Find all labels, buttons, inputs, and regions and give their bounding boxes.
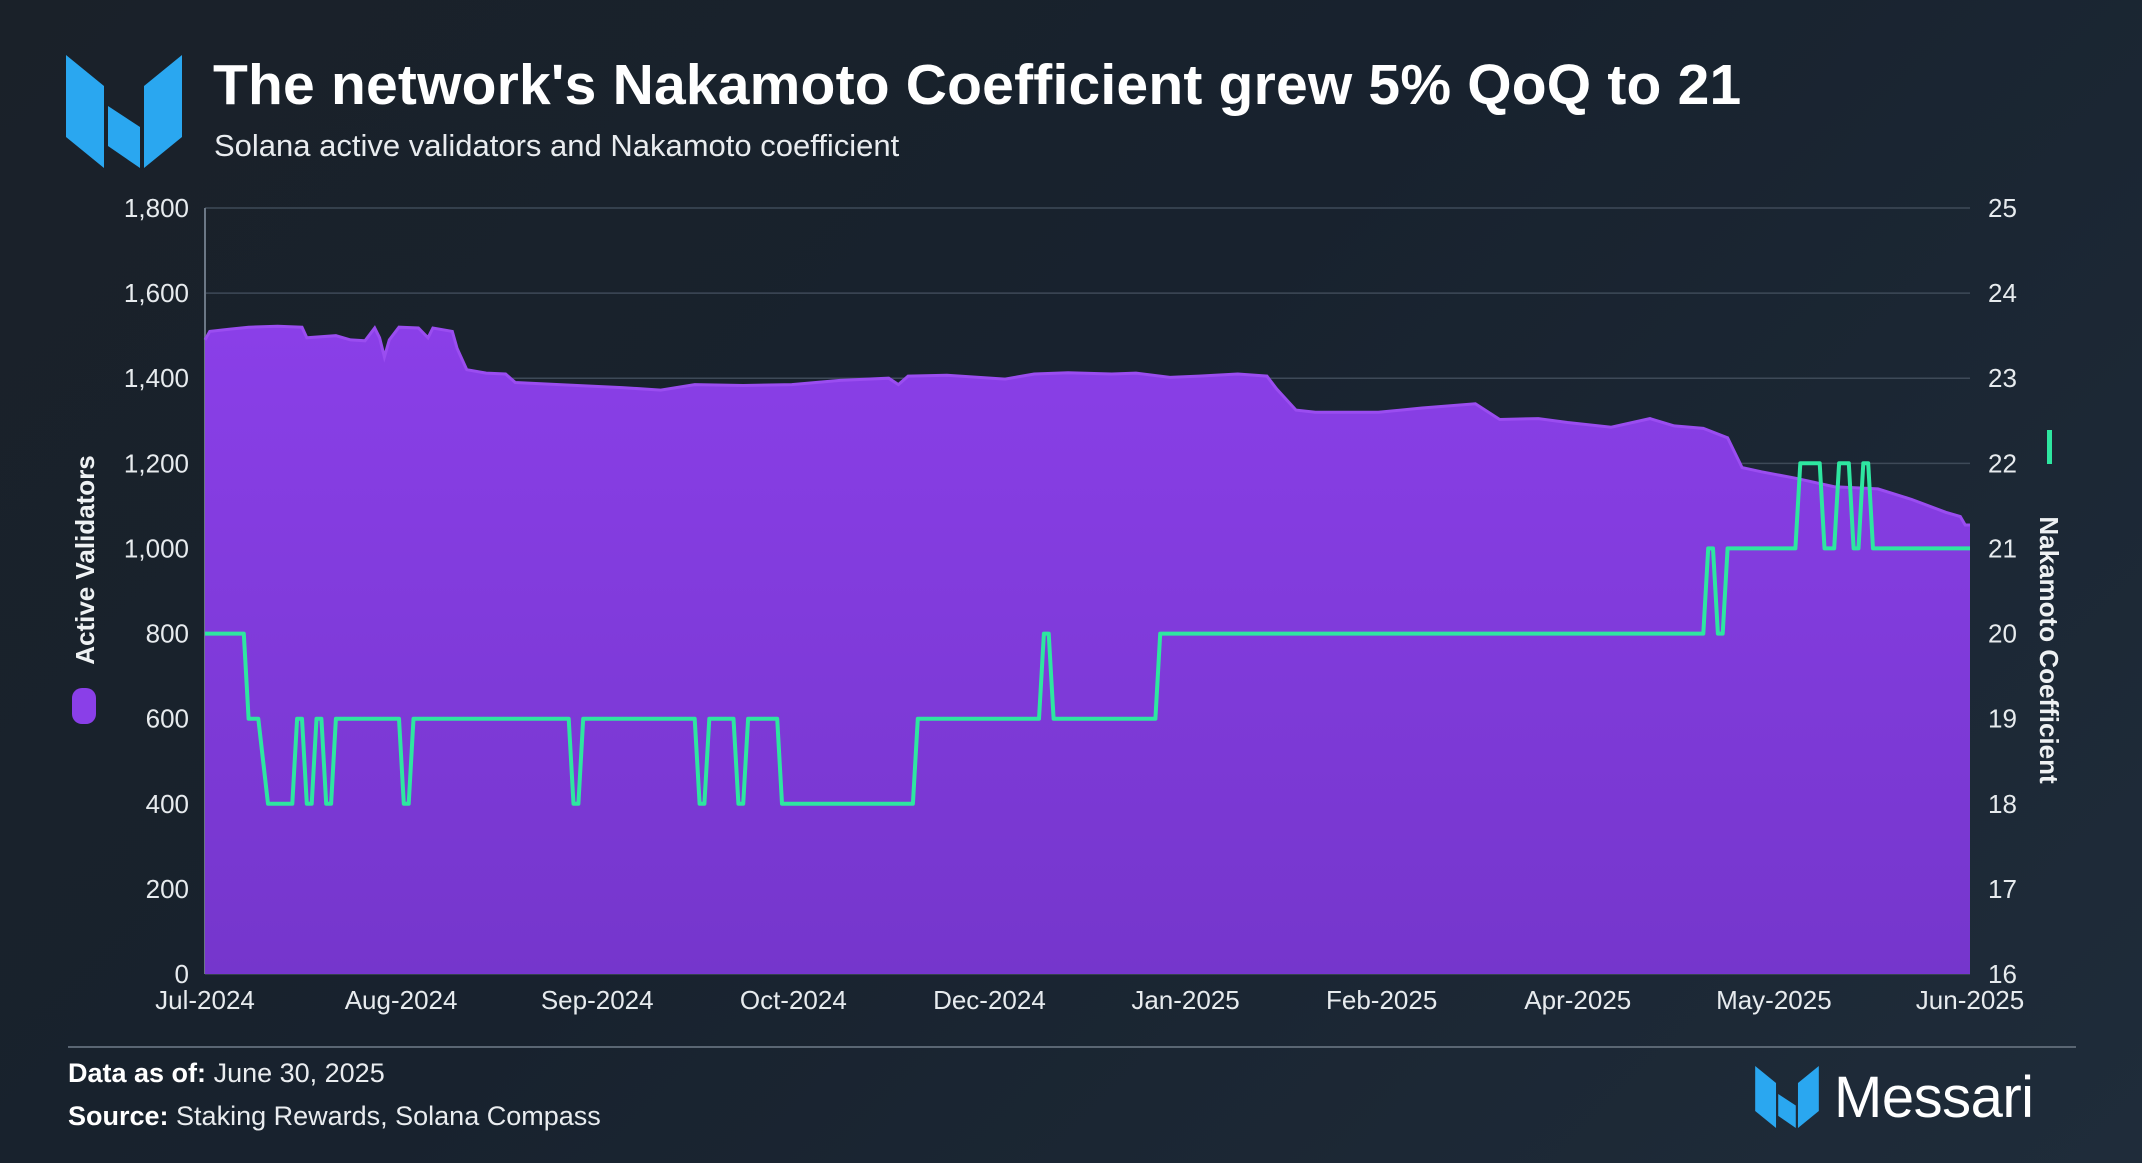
left-tick-label: 1,000 bbox=[124, 533, 189, 563]
data-as-of-label: Data as of: bbox=[68, 1058, 207, 1088]
left-tick-label: 0 bbox=[175, 959, 189, 989]
left-axis-ticks: 0 200 400 600 800 1,000 1,200 1,400 1,600 1,800 bbox=[124, 193, 189, 989]
x-tick-label: Sep-2024 bbox=[541, 985, 654, 1015]
chart-subtitle: Solana active validators and Nakamoto co… bbox=[214, 128, 900, 163]
validators-area bbox=[205, 326, 1970, 974]
right-tick-label: 17 bbox=[1988, 874, 2017, 904]
right-tick-label: 25 bbox=[1988, 193, 2017, 223]
nakamoto-legend-swatch bbox=[2047, 430, 2052, 464]
left-tick-label: 1,400 bbox=[124, 363, 189, 393]
x-tick-label: Jun-2025 bbox=[1916, 985, 2024, 1015]
messari-brand-icon bbox=[1755, 1066, 1819, 1128]
data-as-of: Data as of: June 30, 2025 bbox=[68, 1058, 385, 1089]
source-value: Staking Rewards, Solana Compass bbox=[176, 1101, 601, 1131]
source-line: Source: Staking Rewards, Solana Compass bbox=[68, 1101, 601, 1132]
messari-brand: Messari bbox=[1754, 1064, 2034, 1130]
left-tick-label: 800 bbox=[146, 619, 189, 649]
left-axis-title: Active Validators bbox=[70, 455, 100, 665]
left-axis-title-group: Active Validators bbox=[70, 455, 100, 724]
messari-logo-icon bbox=[66, 55, 182, 168]
validators-area-layer bbox=[203, 324, 1970, 974]
left-tick-label: 600 bbox=[146, 704, 189, 734]
right-tick-label: 23 bbox=[1988, 363, 2017, 393]
footer-divider bbox=[68, 1046, 2076, 1048]
right-tick-label: 20 bbox=[1988, 619, 2017, 649]
x-axis-ticks: Jul-2024 Aug-2024 Sep-2024 Oct-2024 Dec-2024… bbox=[155, 985, 2024, 1015]
x-tick-label: Dec-2024 bbox=[933, 985, 1046, 1015]
left-tick-label: 1,200 bbox=[124, 448, 189, 478]
right-axis-title-group: Nakamoto Coefficient bbox=[2034, 430, 2064, 784]
x-tick-label: Aug-2024 bbox=[345, 985, 458, 1015]
right-axis-title: Nakamoto Coefficient bbox=[2034, 516, 2064, 784]
x-tick-label: Feb-2025 bbox=[1326, 985, 1437, 1015]
x-tick-label: Apr-2025 bbox=[1524, 985, 1631, 1015]
left-tick-label: 400 bbox=[146, 789, 189, 819]
right-tick-label: 24 bbox=[1988, 278, 2017, 308]
x-tick-label: Jan-2025 bbox=[1131, 985, 1239, 1015]
validators-legend-swatch bbox=[72, 688, 96, 724]
validators-area-edge bbox=[203, 324, 1970, 527]
left-tick-label: 1,800 bbox=[124, 193, 189, 223]
source-label: Source: bbox=[68, 1101, 169, 1131]
right-tick-label: 16 bbox=[1988, 959, 2017, 989]
chart-title: The network's Nakamoto Coefficient grew … bbox=[213, 53, 1742, 117]
data-as-of-value: June 30, 2025 bbox=[213, 1058, 385, 1088]
right-tick-label: 22 bbox=[1988, 448, 2017, 478]
right-tick-label: 18 bbox=[1988, 789, 2017, 819]
nakamoto-line bbox=[205, 461, 1970, 806]
nakamoto-line-layer bbox=[205, 461, 1970, 806]
right-tick-label: 21 bbox=[1988, 533, 2017, 563]
left-tick-label: 1,600 bbox=[124, 278, 189, 308]
brand-name: Messari bbox=[1834, 1064, 2034, 1130]
x-tick-label: Jul-2024 bbox=[155, 985, 255, 1015]
x-tick-label: Oct-2024 bbox=[740, 985, 847, 1015]
x-tick-label: May-2025 bbox=[1716, 985, 1832, 1015]
left-tick-label: 200 bbox=[146, 874, 189, 904]
right-tick-label: 19 bbox=[1988, 704, 2017, 734]
right-axis-ticks: 16 17 18 19 20 21 22 23 24 25 bbox=[1988, 193, 2017, 989]
